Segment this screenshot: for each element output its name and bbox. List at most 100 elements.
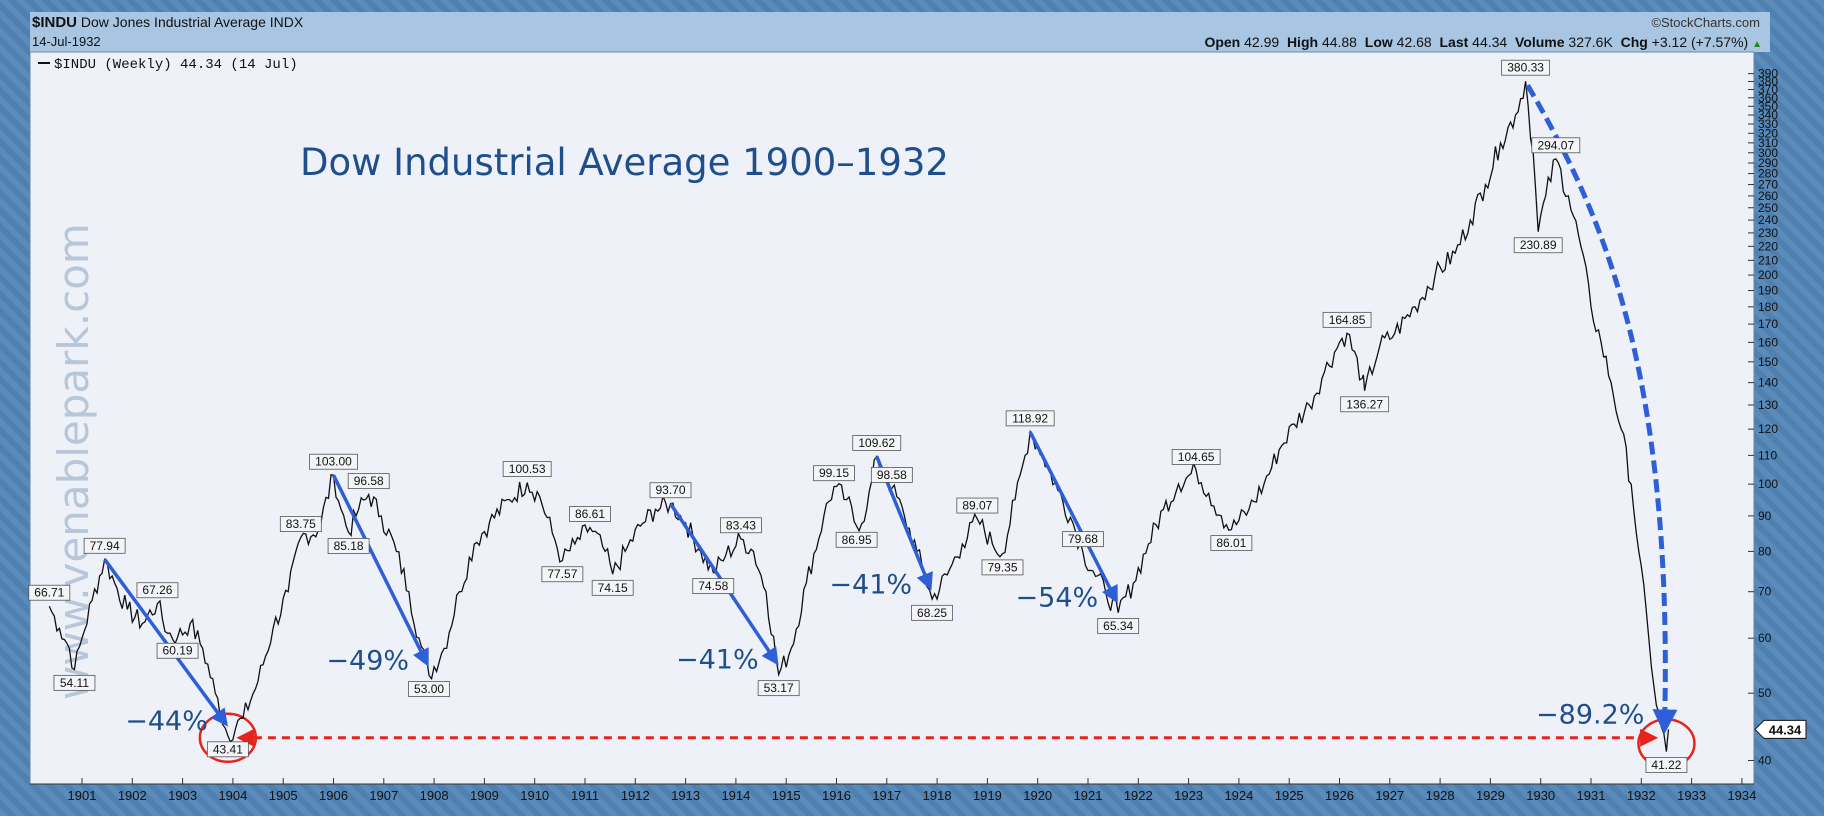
value-callout: 118.92 [1005, 410, 1055, 427]
value-callout: 86.95 [835, 531, 878, 548]
callout-box [309, 453, 358, 470]
value-callout: 164.85 [1322, 311, 1372, 328]
y-tick-label: 320 [1758, 126, 1778, 140]
callout-text: 83.75 [286, 517, 316, 531]
callout-box [649, 482, 692, 499]
callout-text: 41.22 [1651, 758, 1681, 772]
callout-box [720, 517, 762, 534]
callout-box [835, 531, 878, 548]
decline-pct-label: −49% [326, 646, 409, 677]
x-tick-label: 1919 [973, 788, 1002, 803]
callout-text: 74.15 [598, 581, 628, 595]
callout-text: 83.43 [726, 518, 756, 532]
callout-text: 79.68 [1068, 532, 1098, 546]
last-value-tag [1754, 719, 1807, 739]
value-callout: 136.27 [1340, 396, 1390, 413]
callout-text: 86.61 [575, 507, 605, 521]
value-callout: 98.58 [870, 467, 913, 483]
x-tick-label: 1925 [1275, 788, 1304, 803]
symbol-line: $INDU Dow Jones Industrial Average INDX [32, 14, 303, 31]
callout-box [1513, 237, 1563, 254]
y-tick-label: 310 [1758, 136, 1778, 150]
decline-arrow [1028, 431, 1118, 604]
value-callout: 96.58 [347, 473, 390, 490]
quote-summary: Open 42.99 High 44.88 Low 42.68 Last 44.… [1204, 34, 1762, 50]
value-callout: 104.65 [1171, 449, 1221, 465]
callout-box [83, 537, 126, 554]
y-tick-label: 90 [1758, 509, 1772, 523]
x-tick-label: 1906 [319, 788, 348, 803]
low-value: 42.68 [1396, 34, 1432, 50]
y-tick-label: 150 [1758, 355, 1778, 369]
y-tick-label: 50 [1758, 686, 1772, 700]
x-tick-label: 1920 [1023, 788, 1052, 803]
decline-arrow [331, 474, 429, 667]
callout-box [541, 566, 584, 583]
y-tick-label: 60 [1758, 631, 1772, 645]
declines-group: −44% −49% −41% −41% −54% −89.2% [103, 83, 1678, 737]
decline-pct-label: −41% [829, 569, 912, 600]
y-tick-label: 180 [1758, 300, 1778, 314]
x-tick-label: 1912 [621, 788, 650, 803]
value-callout: 86.01 [1210, 535, 1253, 551]
callout-box [692, 578, 735, 594]
callout-text: 85.18 [334, 539, 364, 553]
callout-box [1005, 410, 1055, 427]
volume-label: Volume [1515, 34, 1565, 50]
callout-box [156, 642, 199, 659]
decline-arrow [103, 558, 228, 727]
value-callout: 66.71 [28, 584, 71, 601]
callout-text: 54.11 [60, 676, 89, 690]
y-tick-label: 240 [1758, 213, 1778, 227]
x-tick-label: 1928 [1426, 788, 1455, 803]
x-tick-label: 1927 [1375, 788, 1404, 803]
callout-text: 109.62 [858, 436, 895, 450]
callout-text: 65.34 [1103, 619, 1133, 633]
low-label: Low [1364, 34, 1393, 50]
symbol: $INDU [32, 14, 78, 31]
y-tick-label: 290 [1758, 156, 1778, 170]
callout-box [591, 579, 634, 596]
value-callout: 60.19 [156, 642, 199, 659]
high-label: High [1286, 34, 1319, 50]
x-tick-label: 1909 [470, 788, 499, 803]
x-tick-label: 1926 [1325, 788, 1354, 803]
value-callout: 74.58 [692, 578, 735, 594]
y-tick-label: 200 [1758, 268, 1778, 282]
point-labels: 66.71 54.11 77.94 67.26 60.19 43.41 83.75 103.0… [28, 59, 1688, 773]
last-label: Last [1439, 34, 1469, 50]
y-tick-label: 140 [1758, 376, 1778, 390]
y-tick-label: 110 [1758, 448, 1777, 462]
value-callout: 54.11 [53, 674, 96, 691]
x-tick-label: 1931 [1577, 788, 1606, 803]
callout-text: 104.65 [1178, 450, 1215, 464]
callout-text: 66.71 [34, 586, 64, 600]
callout-text: 164.85 [1329, 313, 1366, 327]
callout-box [1322, 311, 1372, 328]
callout-text: 96.58 [354, 474, 384, 488]
value-callout: 294.07 [1531, 137, 1581, 154]
value-callout: 83.75 [279, 516, 322, 533]
y-tick-label: 350 [1758, 99, 1778, 113]
y-tick-label: 300 [1758, 146, 1778, 160]
chg-value: +3.12 (+7.57%) [1651, 34, 1749, 50]
callout-text: 89.07 [962, 499, 992, 513]
y-tick-label: 370 [1758, 83, 1778, 97]
value-callout: 79.35 [981, 559, 1024, 576]
callout-box [1340, 396, 1390, 413]
volume-value: 327.6K [1568, 34, 1613, 50]
callout-box [1097, 618, 1140, 634]
x-tick-label: 1915 [772, 788, 801, 803]
value-callout: 68.25 [911, 604, 953, 621]
x-tick-label: 1914 [721, 788, 750, 803]
callout-box [870, 467, 913, 483]
x-tick-label: 1922 [1124, 788, 1153, 803]
index-name: Dow Jones Industrial Average [80, 14, 266, 30]
callout-box [28, 584, 71, 601]
value-callout: 109.62 [852, 435, 902, 451]
chart-header: $INDU Dow Jones Industrial Average INDX … [30, 12, 1770, 52]
y-tick-label: 380 [1758, 74, 1778, 88]
y-tick-label: 390 [1758, 67, 1778, 81]
callout-text: 136.27 [1346, 397, 1383, 411]
last-value: 44.34 [1472, 34, 1508, 50]
